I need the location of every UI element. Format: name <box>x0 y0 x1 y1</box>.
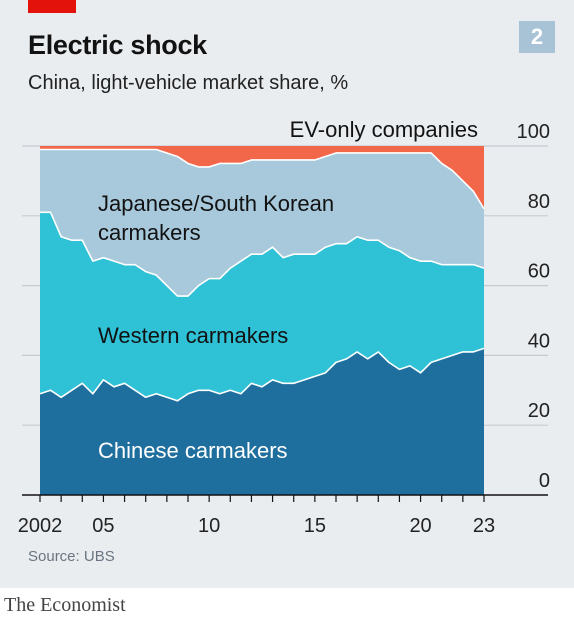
publisher-footer: The Economist <box>4 594 126 616</box>
x-tick-label-05: 05 <box>92 515 114 537</box>
series-label-japanese-korean-line2: carmakers <box>98 220 201 245</box>
x-tick-label-23: 23 <box>473 515 495 537</box>
area-western <box>40 212 484 401</box>
chart-title: Electric shock <box>28 30 207 60</box>
boundary-line-3 <box>40 148 485 210</box>
chart-subtitle: China, light-vehicle market share, % <box>28 72 349 94</box>
y-tick-label-40: 40 <box>528 330 550 352</box>
area-chinese <box>40 348 484 495</box>
area-series <box>39 146 485 495</box>
x-tick-label-15: 15 <box>304 515 326 537</box>
brand-red-tag <box>28 0 76 13</box>
series-label-ev-only: EV-only companies <box>290 117 478 142</box>
boundary-line-2 <box>40 211 485 297</box>
area-ev-only <box>40 146 484 209</box>
y-tick-label-0: 0 <box>539 470 550 492</box>
series-label-chinese: Chinese carmakers <box>98 438 288 463</box>
x-tick-label-20: 20 <box>409 515 431 537</box>
area-japanese-korean <box>40 149 484 297</box>
y-tick-label-100: 100 <box>517 121 550 143</box>
y-tick-label-20: 20 <box>528 400 550 422</box>
x-tick-label-2002: 2002 <box>18 515 63 537</box>
source-note: Source: UBS <box>28 548 115 565</box>
y-tick-label-60: 60 <box>528 261 550 283</box>
series-labels: EV-only companies Japanese/South Korean … <box>98 117 478 463</box>
y-tick-label-80: 80 <box>528 191 550 213</box>
x-tick-label-10: 10 <box>198 515 220 537</box>
boundary-line-1 <box>39 347 485 402</box>
series-label-western: Western carmakers <box>98 323 288 348</box>
series-label-japanese-korean-line1: Japanese/South Korean <box>98 191 334 216</box>
chart-number-badge: 2 <box>519 21 555 53</box>
axis-ticks: 2002 05 10 15 20 23 0 20 40 60 80 100 <box>18 121 550 537</box>
